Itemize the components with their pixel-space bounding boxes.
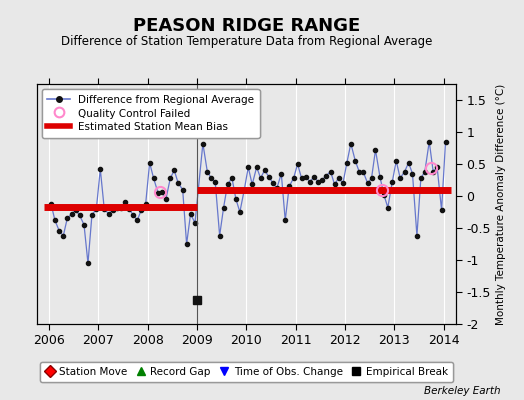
Text: Berkeley Earth: Berkeley Earth bbox=[424, 386, 500, 396]
Y-axis label: Monthly Temperature Anomaly Difference (°C): Monthly Temperature Anomaly Difference (… bbox=[496, 83, 506, 325]
Text: PEASON RIDGE RANGE: PEASON RIDGE RANGE bbox=[133, 17, 360, 35]
Legend: Difference from Regional Average, Quality Control Failed, Estimated Station Mean: Difference from Regional Average, Qualit… bbox=[42, 89, 259, 138]
Legend: Station Move, Record Gap, Time of Obs. Change, Empirical Break: Station Move, Record Gap, Time of Obs. C… bbox=[39, 362, 453, 382]
Text: Difference of Station Temperature Data from Regional Average: Difference of Station Temperature Data f… bbox=[61, 36, 432, 48]
